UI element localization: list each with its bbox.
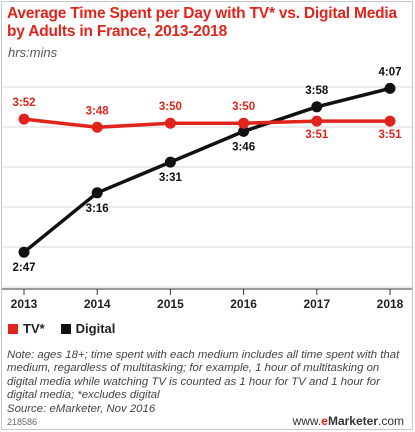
digital-point	[18, 246, 30, 258]
digital-data-label: 3:58	[305, 85, 329, 97]
digital-data-label: 3:16	[86, 203, 109, 215]
brand-e: e	[321, 414, 328, 428]
x-tick-label: 2014	[84, 297, 111, 311]
note-text: Note: ages 18+; time spent with each med…	[7, 349, 400, 402]
tv-point	[238, 117, 250, 129]
brand-com: .com	[377, 414, 404, 428]
legend-swatch-digital	[60, 323, 71, 334]
line-chart: 2013 2014 2015 2016 2017 2018 3:52 3:48 3:50 3:50…	[2, 66, 412, 311]
digital-data-label: 3:31	[159, 172, 183, 184]
legend-swatch-tv	[8, 323, 18, 334]
x-tick-label: 2013	[11, 297, 38, 311]
tv-point	[91, 121, 103, 133]
legend-item-digital: Digital	[60, 321, 116, 336]
tv-data-label: 3:51	[305, 129, 329, 141]
tv-data-label: 3:50	[159, 101, 182, 113]
digital-data-label: 2:47	[12, 262, 35, 274]
tv-point	[384, 115, 396, 127]
x-tick-label: 2017	[303, 297, 330, 311]
tv-data-label: 3:52	[12, 97, 35, 109]
chart-subtitle: hrs:mins	[8, 45, 58, 60]
legend: TV* Digital	[8, 321, 125, 336]
legend-item-tv: TV*	[8, 321, 45, 336]
tv-point	[311, 115, 323, 127]
digital-point	[311, 101, 323, 113]
x-tick-label: 2015	[157, 297, 184, 311]
digital-series-line	[22, 86, 391, 254]
brand-marketer: Marketer	[327, 414, 378, 428]
notes-block: Note: ages 18+; time spent with each med…	[7, 349, 410, 416]
x-tick-label: 2018	[377, 297, 404, 311]
brand-www: www.	[292, 414, 322, 428]
tv-point	[18, 113, 30, 125]
emarketer-logo[interactable]: www.eMarketer.com	[293, 414, 404, 428]
digital-point	[384, 82, 396, 94]
digital-point	[238, 125, 250, 137]
digital-point	[91, 187, 103, 199]
tv-data-label: 3:51	[378, 129, 402, 141]
legend-label-digital: Digital	[75, 321, 116, 336]
chart-id: 218586	[7, 417, 38, 427]
digital-data-label: 3:46	[232, 141, 255, 153]
x-tick-label: 2016	[230, 297, 257, 311]
tv-point	[164, 117, 176, 129]
digital-data-label: 4:07	[378, 66, 401, 78]
source-text: Source: eMarketer, Nov 2016	[7, 402, 156, 415]
tv-data-label: 3:50	[232, 101, 255, 113]
chart-title: Average Time Spent per Day with TV* vs. …	[7, 5, 397, 40]
legend-label-tv: TV*	[23, 321, 45, 336]
digital-point	[164, 156, 176, 168]
tv-data-label: 3:48	[86, 105, 110, 117]
tv-series-line	[23, 117, 390, 130]
